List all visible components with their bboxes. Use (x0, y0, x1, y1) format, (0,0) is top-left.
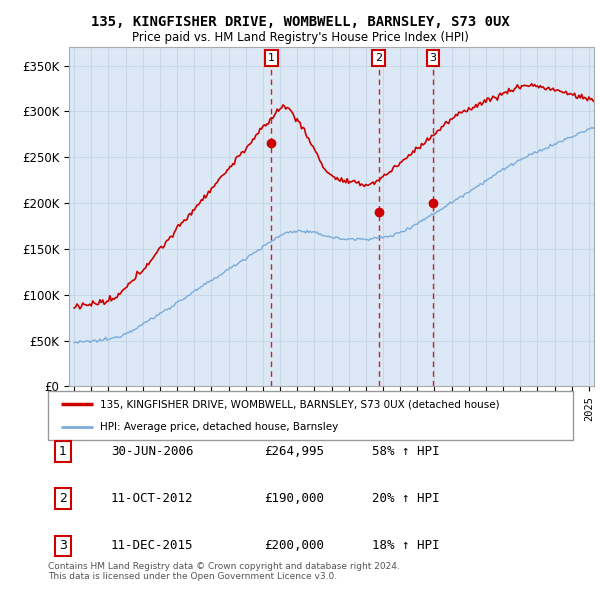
Text: 2: 2 (59, 492, 67, 505)
FancyBboxPatch shape (48, 391, 573, 440)
Text: 135, KINGFISHER DRIVE, WOMBWELL, BARNSLEY, S73 0UX (detached house): 135, KINGFISHER DRIVE, WOMBWELL, BARNSLE… (101, 399, 500, 409)
Text: Price paid vs. HM Land Registry's House Price Index (HPI): Price paid vs. HM Land Registry's House … (131, 31, 469, 44)
Text: £190,000: £190,000 (264, 492, 324, 505)
Text: HPI: Average price, detached house, Barnsley: HPI: Average price, detached house, Barn… (101, 422, 339, 432)
Text: 1: 1 (268, 53, 275, 63)
Text: £200,000: £200,000 (264, 539, 324, 552)
Text: 135, KINGFISHER DRIVE, WOMBWELL, BARNSLEY, S73 0UX: 135, KINGFISHER DRIVE, WOMBWELL, BARNSLE… (91, 15, 509, 29)
Text: 30-JUN-2006: 30-JUN-2006 (111, 445, 193, 458)
Text: 18% ↑ HPI: 18% ↑ HPI (372, 539, 439, 552)
Text: 1: 1 (59, 445, 67, 458)
Text: 20% ↑ HPI: 20% ↑ HPI (372, 492, 439, 505)
Text: 3: 3 (430, 53, 437, 63)
Text: 2: 2 (375, 53, 382, 63)
Text: £264,995: £264,995 (264, 445, 324, 458)
Text: 58% ↑ HPI: 58% ↑ HPI (372, 445, 439, 458)
Text: 11-DEC-2015: 11-DEC-2015 (111, 539, 193, 552)
Text: Contains HM Land Registry data © Crown copyright and database right 2024.
This d: Contains HM Land Registry data © Crown c… (48, 562, 400, 581)
Text: 3: 3 (59, 539, 67, 552)
Text: 11-OCT-2012: 11-OCT-2012 (111, 492, 193, 505)
